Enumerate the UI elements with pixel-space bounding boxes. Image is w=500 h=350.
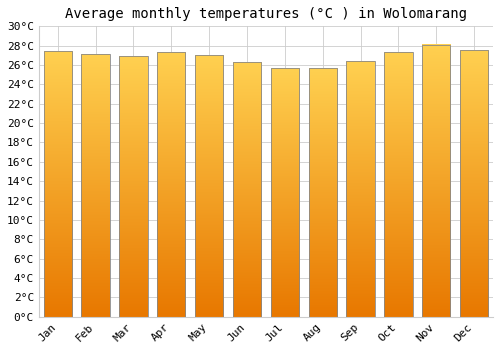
Bar xyxy=(346,61,375,317)
Bar xyxy=(422,45,450,317)
Bar xyxy=(384,52,412,317)
Bar xyxy=(157,52,186,317)
Bar xyxy=(270,68,299,317)
Bar xyxy=(119,56,148,317)
Bar xyxy=(195,55,224,317)
Title: Average monthly temperatures (°C ) in Wolomarang: Average monthly temperatures (°C ) in Wo… xyxy=(65,7,467,21)
Bar xyxy=(460,50,488,317)
Bar xyxy=(82,54,110,317)
Bar xyxy=(233,62,261,317)
Bar xyxy=(308,68,337,317)
Bar xyxy=(44,51,72,317)
